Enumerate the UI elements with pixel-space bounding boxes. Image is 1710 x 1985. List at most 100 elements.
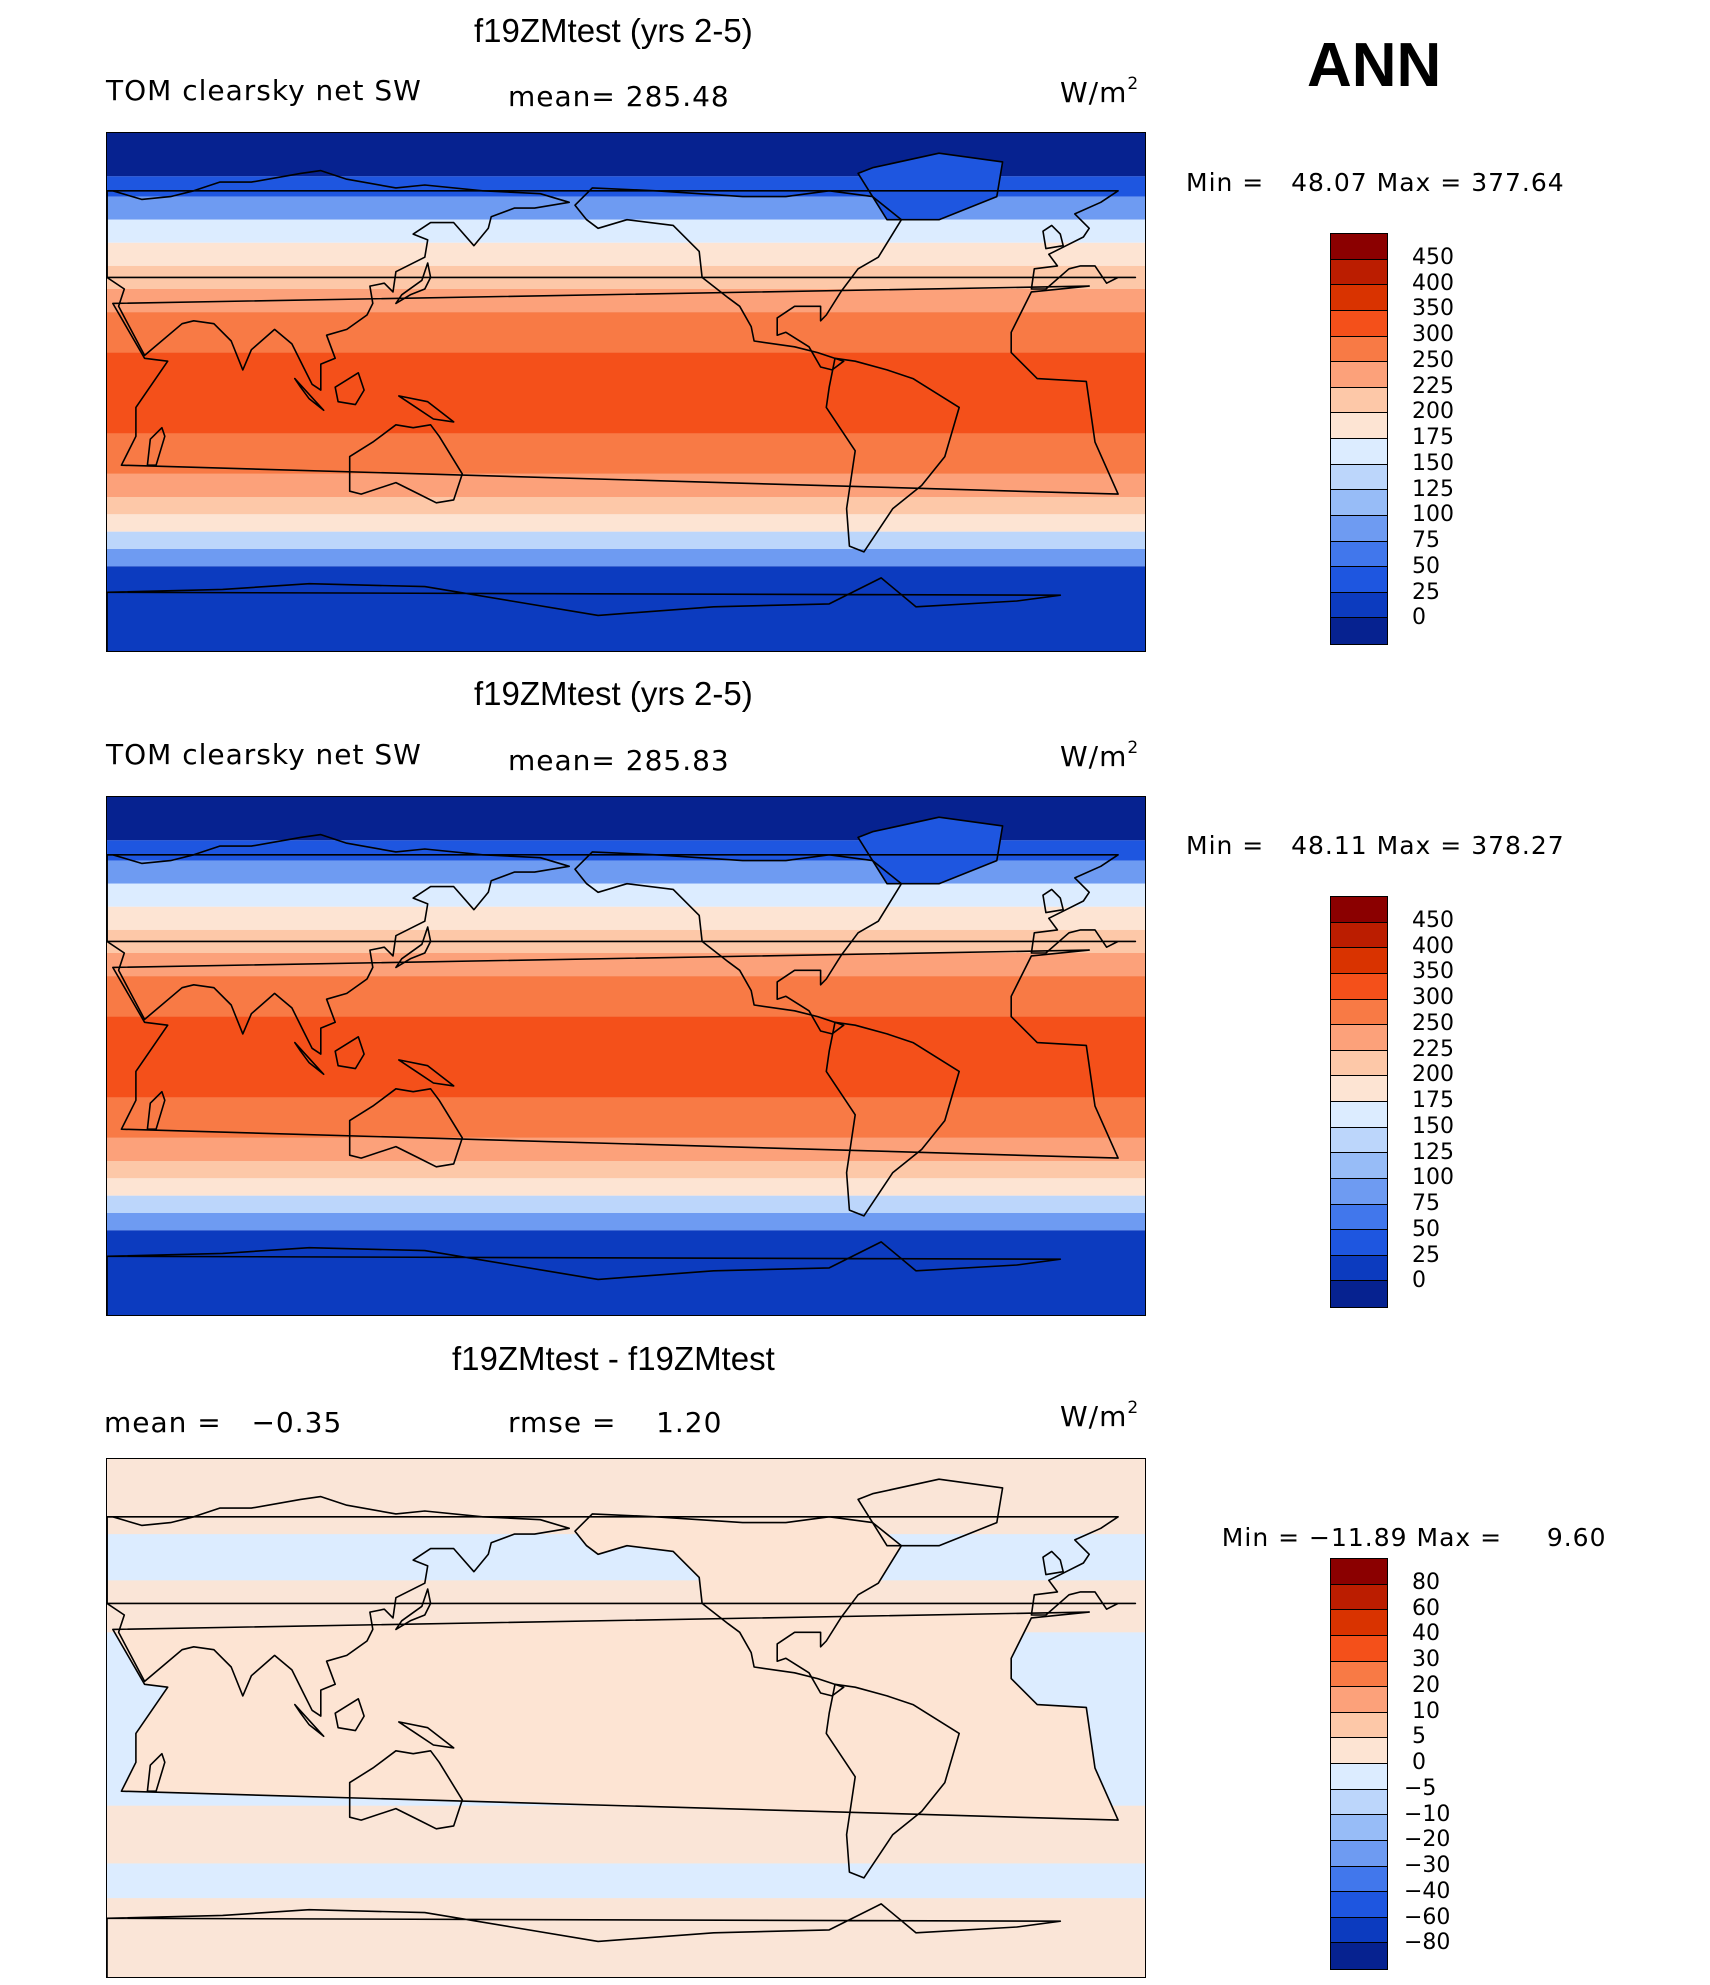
colorbar-swatch <box>1331 1712 1387 1739</box>
panel-1-colorbar <box>1330 233 1388 645</box>
colorbar-tick-label: 450 <box>1412 244 1454 270</box>
panel-1-minmax: Min = 48.07 Max = 377.64 <box>1186 168 1565 197</box>
colorbar-swatch <box>1331 897 1387 923</box>
colorbar-swatch <box>1331 1584 1387 1611</box>
colorbar-swatch <box>1331 1559 1387 1585</box>
colorbar-tick-label: 175 <box>1412 425 1454 450</box>
colorbar-swatch <box>1331 1764 1387 1790</box>
panel-3-map <box>106 1458 1146 1978</box>
colorbar-tick-label: −5 <box>1404 1775 1437 1801</box>
colorbar-swatch <box>1331 618 1387 644</box>
colorbar-tick-label: 10 <box>1412 1698 1440 1724</box>
colorbar-tick-label: 125 <box>1412 1139 1454 1165</box>
panel-3-rmse-label: rmse = 1.20 <box>508 1406 723 1439</box>
panel-3-mean-label: mean = −0.35 <box>104 1406 343 1439</box>
panel-3-title: f19ZMtest - f19ZMtest <box>452 1340 775 1377</box>
colorbar-tick-label: 75 <box>1412 528 1440 553</box>
colorbar-tick-label: 25 <box>1412 579 1440 605</box>
colorbar-swatch <box>1331 1635 1387 1662</box>
panel-3-colorbar <box>1330 1558 1388 1970</box>
panel-3-minmax: Min = −11.89 Max = 9.60 <box>1221 1523 1607 1552</box>
colorbar-swatch <box>1331 1738 1387 1764</box>
colorbar-swatch <box>1331 1230 1387 1256</box>
colorbar-swatch <box>1331 922 1387 949</box>
colorbar-tick-label: 25 <box>1412 1242 1440 1268</box>
colorbar-tick-label: 150 <box>1412 450 1454 476</box>
colorbar-tick-label: 40 <box>1412 1621 1440 1647</box>
colorbar-swatch <box>1331 490 1387 516</box>
colorbar-swatch <box>1331 999 1387 1026</box>
panel-1-title: f19ZMtest (yrs 2-5) <box>474 12 753 49</box>
panel-1-map <box>106 132 1146 652</box>
colorbar-tick-label: −40 <box>1404 1878 1451 1904</box>
colorbar-tick-label: 400 <box>1412 933 1454 959</box>
colorbar-tick-label: 100 <box>1412 1165 1454 1191</box>
colorbar-tick-label: 225 <box>1412 1036 1454 1062</box>
colorbar-tick-label: 80 <box>1412 1569 1440 1595</box>
colorbar-swatch <box>1331 234 1387 260</box>
colorbar-tick-label: −60 <box>1404 1904 1451 1930</box>
colorbar-tick-label: 0 <box>1412 605 1426 631</box>
colorbar-swatch <box>1331 413 1387 439</box>
colorbar-tick-label: 60 <box>1412 1595 1440 1621</box>
colorbar-tick-label: 350 <box>1412 296 1454 322</box>
colorbar-tick-label: −30 <box>1404 1853 1451 1878</box>
season-label: ANN <box>1307 31 1442 100</box>
colorbar-swatch <box>1331 1917 1387 1944</box>
panel-2-units: W/m2 <box>1060 738 1140 773</box>
colorbar-swatch <box>1331 1281 1387 1307</box>
colorbar-swatch <box>1331 1127 1387 1154</box>
colorbar-swatch <box>1331 439 1387 465</box>
colorbar-swatch <box>1331 1840 1387 1867</box>
colorbar-tick-label: 200 <box>1412 1062 1454 1088</box>
colorbar-swatch <box>1331 1815 1387 1841</box>
colorbar-tick-label: 175 <box>1412 1088 1454 1113</box>
colorbar-swatch <box>1331 464 1387 491</box>
panel-2-variable-label: TOM clearsky net SW <box>106 738 422 771</box>
colorbar-swatch <box>1331 1178 1387 1205</box>
colorbar-tick-label: −10 <box>1404 1801 1451 1827</box>
colorbar-swatch <box>1331 1943 1387 1969</box>
colorbar-swatch <box>1331 1102 1387 1128</box>
panel-1-variable-label: TOM clearsky net SW <box>106 74 422 107</box>
colorbar-swatch <box>1331 285 1387 311</box>
colorbar-swatch <box>1331 336 1387 363</box>
colorbar-swatch <box>1331 541 1387 568</box>
colorbar-swatch <box>1331 515 1387 542</box>
panel-1-units: W/m2 <box>1060 74 1140 109</box>
colorbar-swatch <box>1331 592 1387 619</box>
panel-1-mean-label: mean= 285.48 <box>508 80 730 113</box>
colorbar-tick-label: 300 <box>1412 985 1454 1010</box>
colorbar-tick-label: 0 <box>1412 1268 1426 1294</box>
colorbar-tick-label: 5 <box>1412 1724 1426 1750</box>
colorbar-tick-label: 50 <box>1412 1216 1440 1242</box>
colorbar-tick-label: 150 <box>1412 1113 1454 1139</box>
colorbar-tick-label: 30 <box>1412 1647 1440 1672</box>
colorbar-swatch <box>1331 1204 1387 1231</box>
colorbar-tick-label: 300 <box>1412 322 1454 347</box>
colorbar-tick-label: −80 <box>1404 1930 1451 1956</box>
colorbar-swatch <box>1331 387 1387 414</box>
colorbar-swatch <box>1331 259 1387 286</box>
colorbar-tick-label: 0 <box>1412 1750 1426 1775</box>
panel-2-title: f19ZMtest (yrs 2-5) <box>474 675 753 712</box>
colorbar-tick-label: 450 <box>1412 907 1454 933</box>
colorbar-swatch <box>1331 1050 1387 1077</box>
colorbar-tick-label: 200 <box>1412 399 1454 425</box>
panel-2-map <box>106 796 1146 1316</box>
colorbar-tick-label: 75 <box>1412 1191 1440 1216</box>
colorbar-swatch <box>1331 567 1387 593</box>
colorbar-swatch <box>1331 1076 1387 1102</box>
colorbar-swatch <box>1331 1789 1387 1816</box>
colorbar-swatch <box>1331 948 1387 974</box>
colorbar-tick-label: 400 <box>1412 270 1454 296</box>
colorbar-tick-label: 50 <box>1412 553 1440 579</box>
colorbar-tick-label: 225 <box>1412 373 1454 399</box>
colorbar-swatch <box>1331 310 1387 337</box>
panel-2-mean-label: mean= 285.83 <box>508 744 730 777</box>
colorbar-swatch <box>1331 1610 1387 1636</box>
colorbar-swatch <box>1331 1687 1387 1713</box>
colorbar-tick-label: 250 <box>1412 1010 1454 1036</box>
panel-2-minmax: Min = 48.11 Max = 378.27 <box>1186 831 1565 860</box>
colorbar-tick-label: −20 <box>1404 1827 1451 1853</box>
